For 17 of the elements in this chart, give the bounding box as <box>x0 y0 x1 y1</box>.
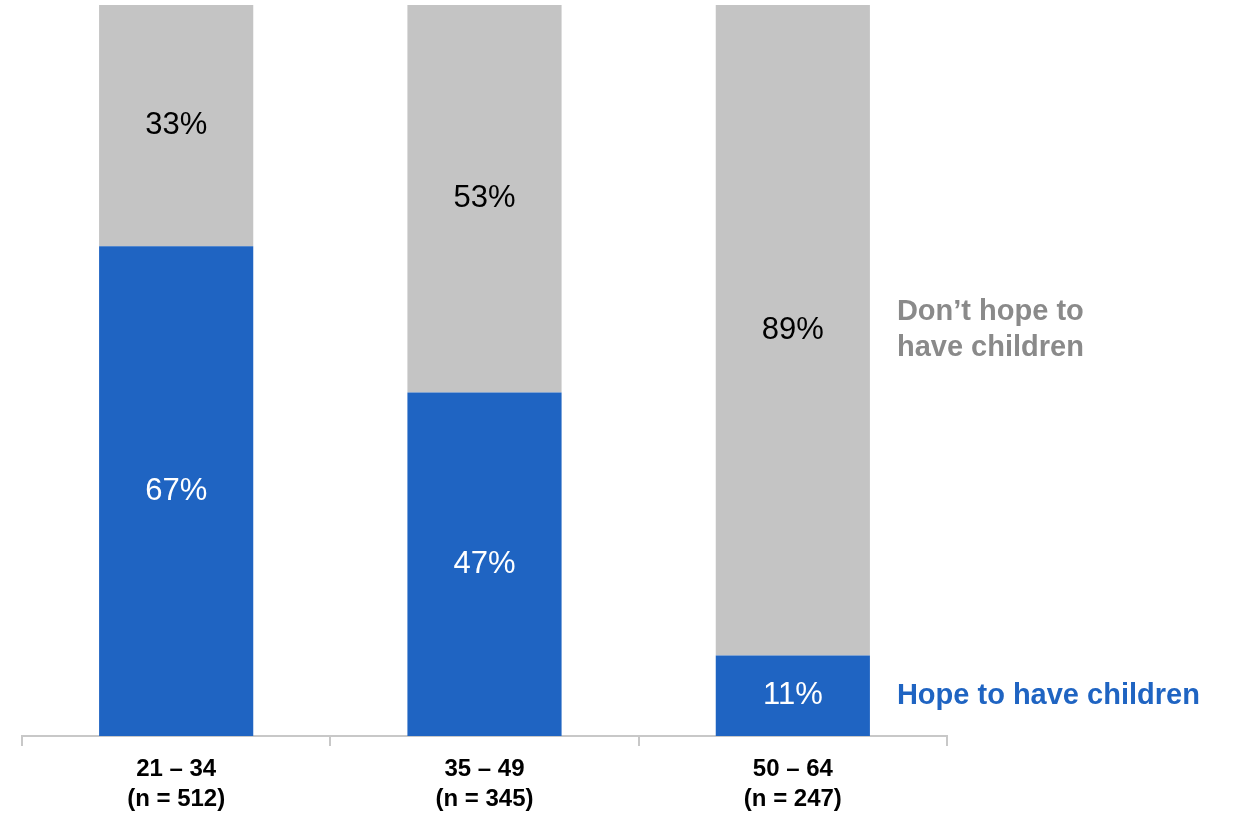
series-label: Don’t hope to have children <box>896 294 1084 363</box>
bar <box>99 246 254 736</box>
x-tick-label: 35 – 49 (n = 345) <box>435 753 534 811</box>
data-label: 33% <box>145 106 208 142</box>
bar <box>407 392 562 736</box>
x-tick-label: 21 – 34 (n = 512) <box>127 753 226 811</box>
data-label: 53% <box>453 179 516 215</box>
x-tick-label: 50 – 64 (n = 247) <box>743 753 842 811</box>
data-label: 89% <box>761 310 824 346</box>
series-label: Hope to have children <box>896 677 1200 710</box>
bar <box>407 5 562 393</box>
data-label: 47% <box>453 544 516 580</box>
bar <box>99 5 254 247</box>
bar <box>715 655 870 736</box>
data-label: 67% <box>145 471 208 507</box>
bar <box>715 5 870 656</box>
data-label: 11% <box>762 676 823 712</box>
